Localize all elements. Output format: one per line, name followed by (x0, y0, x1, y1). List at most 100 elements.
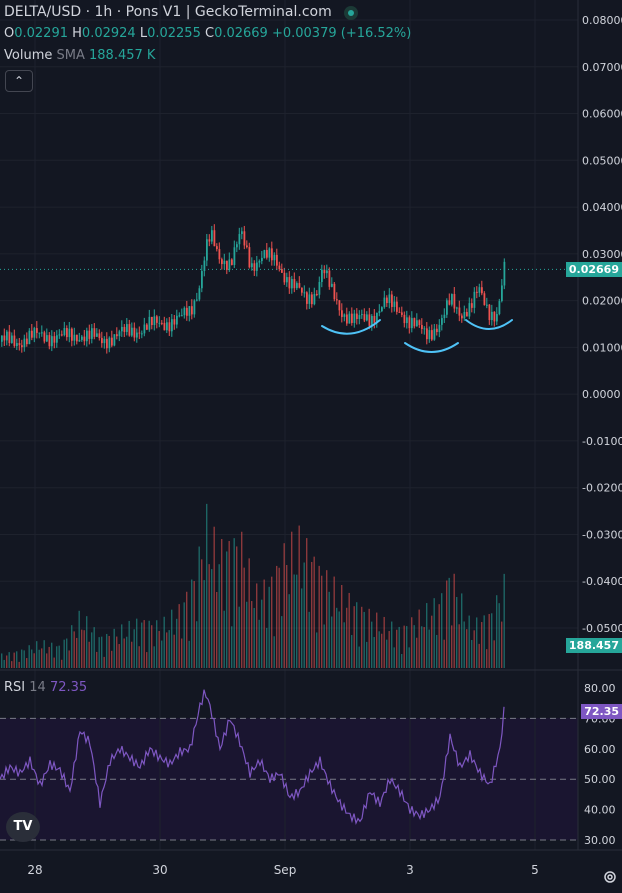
candle-body (123, 326, 126, 332)
candle-body (168, 322, 171, 332)
candle-body (153, 316, 156, 326)
candle-body (461, 315, 463, 319)
volume-bar (461, 593, 463, 668)
candle-body (471, 303, 473, 308)
volume-bar (73, 631, 75, 668)
volume-bar (433, 598, 435, 668)
tradingview-logo-icon[interactable]: TV (6, 812, 40, 842)
rsi-label: RSI (4, 680, 26, 695)
rsi-tick-label: 50.00 (584, 773, 616, 786)
volume-bar (98, 637, 100, 668)
volume-bar (431, 615, 433, 668)
volume-bar (106, 633, 108, 668)
volume-bar (296, 574, 298, 668)
volume-bar (398, 626, 400, 668)
candle-body (373, 315, 376, 323)
volume-bar (468, 615, 470, 668)
volume-bar (278, 567, 280, 668)
volume-bar (241, 531, 243, 668)
volume-bar (126, 636, 128, 668)
volume-bar (58, 645, 60, 668)
volume-bar (333, 576, 335, 668)
candle-body (451, 294, 453, 305)
volume-bar (138, 646, 140, 668)
candle-body (348, 313, 351, 324)
candle-body (181, 315, 183, 317)
volume-bar (271, 576, 273, 668)
volume-bar (353, 606, 355, 668)
candle-body (63, 328, 66, 336)
candle-body (291, 279, 293, 289)
volume-bar (93, 627, 95, 668)
volume-bar (13, 652, 15, 668)
candle-body (338, 300, 341, 311)
price-tick-label: -0.0500 (582, 622, 622, 635)
candle-body (178, 315, 181, 317)
candle-body (131, 327, 133, 336)
close-label: C (204, 26, 215, 41)
candle-body (398, 311, 401, 313)
candle-body (493, 311, 496, 322)
candle-body (206, 239, 208, 261)
volume-bar (213, 526, 215, 668)
volume-legend[interactable]: Volume SMA 188.457 K (4, 48, 155, 63)
candle-body (251, 263, 253, 268)
volume-bar (51, 642, 53, 668)
volume-bar (301, 588, 303, 668)
candle-body (301, 287, 303, 293)
gear-icon[interactable] (602, 869, 618, 885)
candle-body (363, 314, 366, 321)
candle-body (483, 293, 486, 306)
candle-body (96, 333, 98, 337)
candle-body (146, 324, 148, 330)
candle-body (273, 254, 276, 261)
collapse-legend-button[interactable]: ⌃ (5, 70, 33, 92)
volume-bar (148, 620, 150, 668)
candle-body (233, 247, 236, 265)
candle-body (328, 270, 331, 287)
volume-bar (236, 546, 238, 668)
candle-body (231, 259, 233, 265)
volume-bar (196, 621, 198, 668)
volume-bar (96, 651, 98, 668)
volume-bar (488, 613, 490, 668)
candle-body (368, 314, 371, 326)
volume-bar (206, 503, 208, 668)
candle-body (61, 334, 63, 336)
volume-bar (388, 631, 390, 668)
volume-bar (401, 653, 403, 668)
candle-body (381, 307, 383, 312)
candle-body (103, 338, 106, 344)
rsi-value-tag: 72.35 (581, 704, 622, 719)
volume-bar (178, 604, 180, 668)
time-tick-label: 3 (406, 863, 414, 877)
candle-body (476, 291, 478, 293)
candle-body (58, 334, 61, 336)
candle-body (68, 328, 71, 338)
candle-body (186, 307, 188, 316)
candle-body (121, 326, 123, 332)
candle-body (308, 294, 311, 304)
volume-bar (188, 640, 190, 668)
volume-bar (211, 569, 213, 668)
candle-body (191, 306, 193, 315)
volume-bar (276, 565, 278, 668)
volume-bar (493, 640, 495, 668)
candle-body (413, 318, 416, 327)
volume-bar (343, 622, 345, 668)
volume-bar (391, 621, 393, 668)
volume-bar (483, 615, 485, 668)
volume-bar (191, 579, 193, 668)
time-tick-label: 5 (531, 863, 539, 877)
candle-body (333, 283, 336, 300)
volume-bar (113, 628, 115, 668)
annotation-arc (321, 319, 381, 335)
candle-body (3, 335, 6, 341)
candle-body (326, 270, 328, 274)
volume-bar (293, 574, 295, 668)
rsi-legend[interactable]: RSI 14 72.35 (4, 680, 87, 695)
volume-bar (451, 625, 453, 668)
